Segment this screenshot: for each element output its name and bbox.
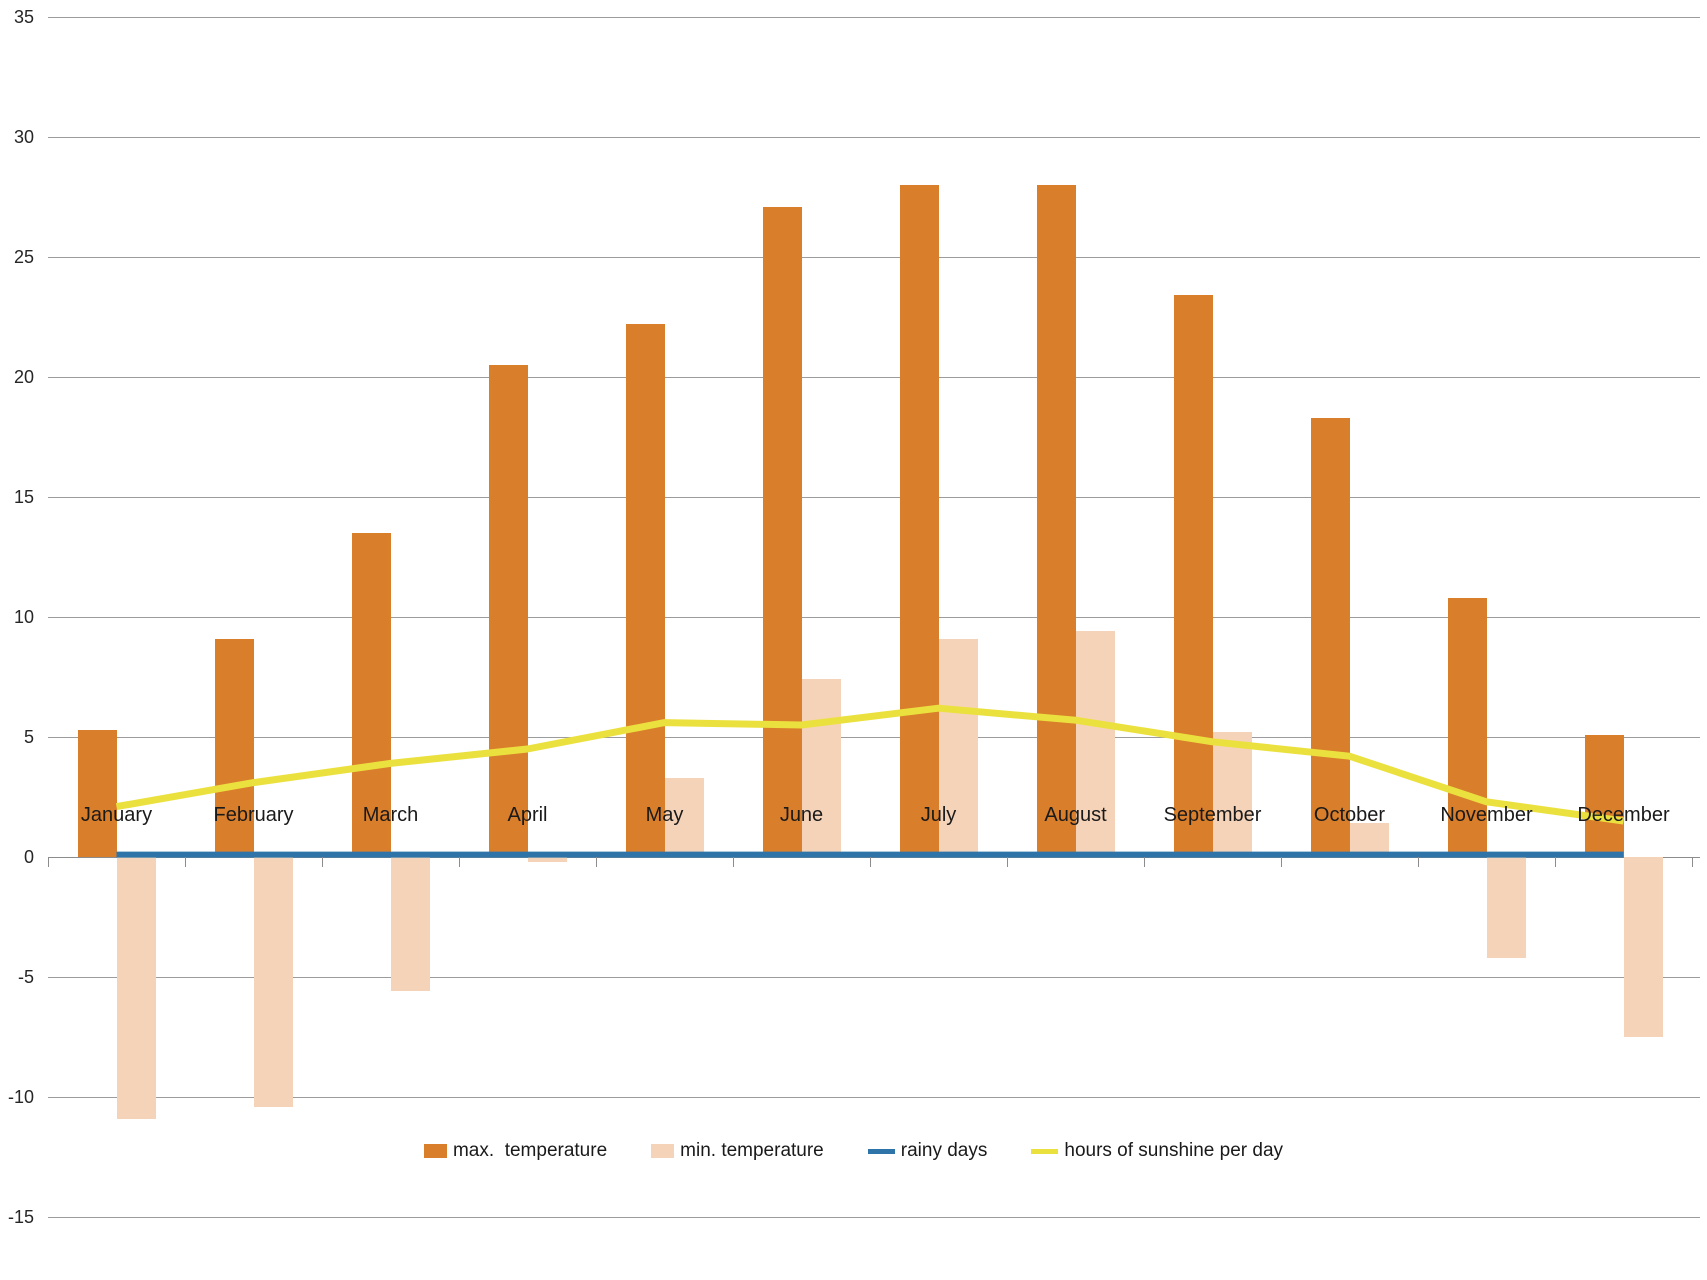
x-axis-tick xyxy=(459,857,460,867)
y-axis-tick-label: 25 xyxy=(13,247,34,267)
bar-min-temperature-december xyxy=(1623,857,1663,1037)
x-axis-tick xyxy=(1555,857,1556,867)
bar-min-temperature-october xyxy=(1349,823,1389,857)
x-axis-label-august: August xyxy=(1044,804,1107,826)
bar-max-temperature-june xyxy=(762,206,802,857)
x-axis-label-september: September xyxy=(1163,804,1262,826)
y-axis-tick-label: 35 xyxy=(13,7,34,27)
x-axis-label-may: May xyxy=(645,804,684,826)
x-axis-label-june: June xyxy=(779,804,824,826)
bar-min-temperature-february xyxy=(253,857,293,1107)
gridline--10 xyxy=(48,1097,1700,1098)
y-axis-tick-label: -15 xyxy=(7,1207,34,1227)
x-axis-label-november: November xyxy=(1440,804,1533,826)
legend-item-rainy-days: rainy days xyxy=(867,1140,988,1162)
bar-min-temperature-september xyxy=(1212,732,1252,857)
bar-min-temperature-june xyxy=(801,679,841,857)
y-axis-tick-label: 15 xyxy=(13,487,34,507)
x-axis-tick xyxy=(1144,857,1145,867)
x-axis-tick xyxy=(733,857,734,867)
x-axis-tick xyxy=(1281,857,1282,867)
bar-max-temperature-december xyxy=(1584,734,1624,857)
bar-min-temperature-march xyxy=(390,857,430,992)
bar-max-temperature-january xyxy=(77,729,117,857)
legend-label: hours of sunshine per day xyxy=(1064,1140,1284,1161)
x-axis-tick xyxy=(48,857,49,867)
legend: max. temperature min. temperature rainy da… xyxy=(0,1140,1707,1162)
y-axis-tick-label: 30 xyxy=(13,127,34,147)
legend-swatch-line xyxy=(1031,1148,1059,1154)
y-axis-tick-label: 0 xyxy=(23,847,34,867)
y-axis-tick-label: 20 xyxy=(13,367,34,387)
bar-max-temperature-october xyxy=(1310,417,1350,857)
x-axis-label-january: January xyxy=(80,804,153,826)
x-axis-label-february: February xyxy=(213,804,294,826)
bar-max-temperature-july xyxy=(899,185,939,857)
legend-label: min. temperature xyxy=(680,1140,824,1161)
y-axis-tick-label: 5 xyxy=(23,727,34,747)
x-axis-tick xyxy=(596,857,597,867)
x-axis-label-december: December xyxy=(1577,804,1670,826)
y-axis-tick-label: 10 xyxy=(13,607,34,627)
legend-swatch-square xyxy=(423,1144,447,1158)
x-axis-tick xyxy=(1418,857,1419,867)
y-axis-tick-label: -5 xyxy=(17,967,34,987)
x-axis-label-march: March xyxy=(362,804,419,826)
legend-item-max-temperature: max. temperature xyxy=(423,1140,608,1162)
x-axis-tick xyxy=(322,857,323,867)
bar-min-temperature-april xyxy=(527,857,567,862)
x-axis-label-april: April xyxy=(507,804,548,826)
x-axis-label-july: July xyxy=(920,804,957,826)
x-axis-label-october: October xyxy=(1313,804,1386,826)
bar-max-temperature-september xyxy=(1173,295,1213,857)
x-axis-tick xyxy=(1692,857,1693,867)
gridline-20 xyxy=(48,377,1700,378)
x-axis-tick xyxy=(870,857,871,867)
gridline-25 xyxy=(48,257,1700,258)
gridline-0 xyxy=(48,857,1700,858)
legend-item-hours-of-sunshine-per-day: hours of sunshine per day xyxy=(1031,1140,1283,1162)
bar-min-temperature-november xyxy=(1486,857,1526,958)
legend-swatch-square xyxy=(651,1144,675,1158)
x-axis-tick xyxy=(185,857,186,867)
gridline-35 xyxy=(48,17,1700,18)
bar-max-temperature-april xyxy=(488,365,528,857)
bar-max-temperature-august xyxy=(1036,185,1076,857)
gridline-10 xyxy=(48,617,1700,618)
bar-max-temperature-may xyxy=(625,324,665,857)
gridline--15 xyxy=(48,1217,1700,1218)
gridline--5 xyxy=(48,977,1700,978)
legend-label: max. temperature xyxy=(452,1140,608,1161)
gridline-15 xyxy=(48,497,1700,498)
legend-item-min-temperature: min. temperature xyxy=(651,1140,824,1162)
x-axis-tick xyxy=(1007,857,1008,867)
bar-min-temperature-january xyxy=(116,857,156,1119)
y-axis-tick-label: -10 xyxy=(7,1087,34,1107)
legend-label: rainy days xyxy=(900,1140,988,1161)
legend-swatch-line xyxy=(867,1148,895,1154)
gridline-30 xyxy=(48,137,1700,138)
